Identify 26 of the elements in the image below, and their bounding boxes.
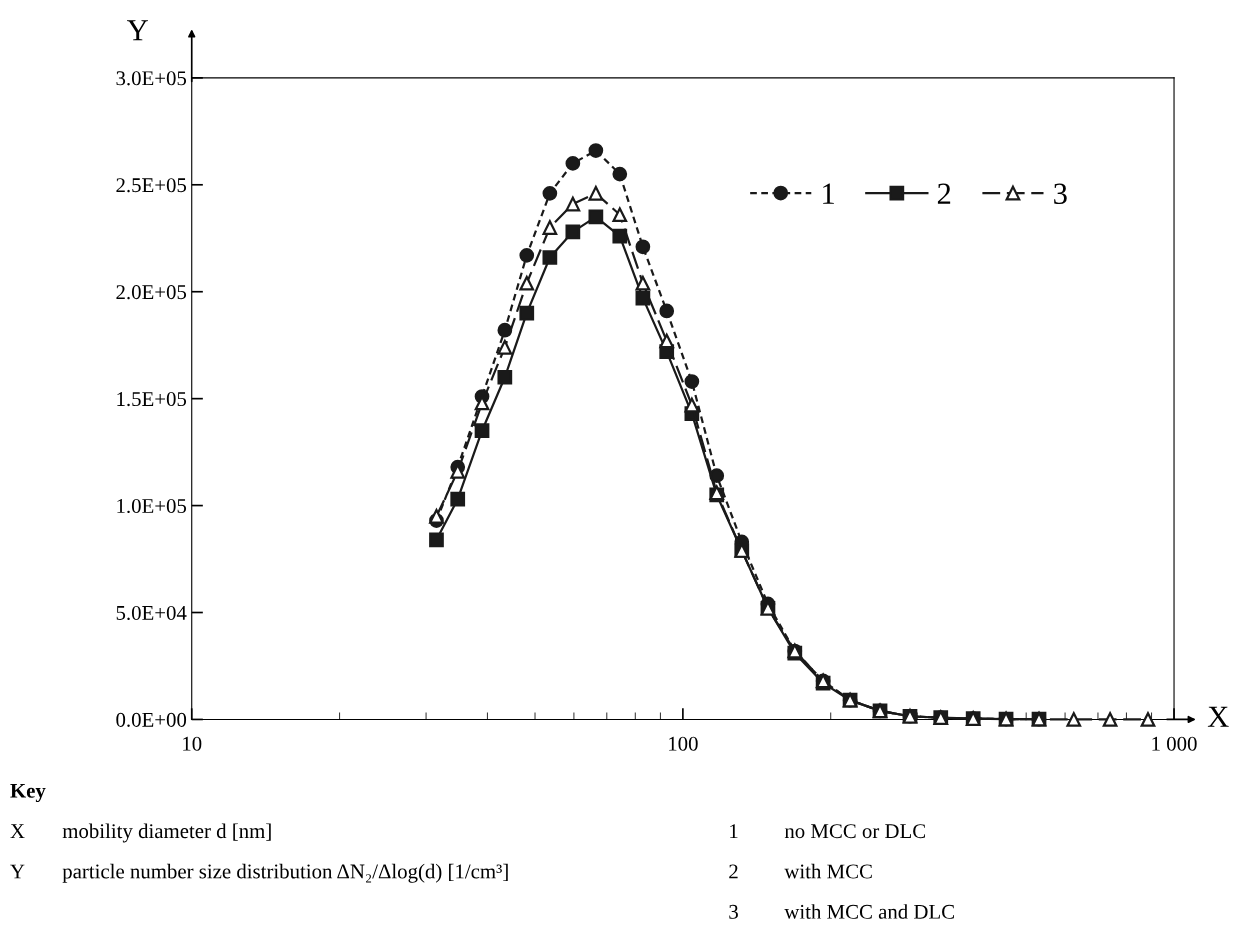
x-tick-label: 1 000 <box>1152 736 1197 751</box>
y-tick-label: 2.0E+05 <box>116 285 187 300</box>
text: Key <box>10 783 46 803</box>
text: 2 <box>729 864 738 879</box>
text: particle number size distribution ΔN₂/Δlog(d) [1/cm³] <box>62 863 508 883</box>
text: no MCC or DLC <box>784 824 925 839</box>
text: Y <box>10 864 25 879</box>
y-tick-label: 5.0E+04 <box>116 605 187 621</box>
x-tick-label: 10 <box>183 736 202 751</box>
y-tick-label: 1.0E+05 <box>117 498 187 514</box>
text: 1 <box>730 824 738 838</box>
legend-label: 1 <box>823 183 834 204</box>
y-tick-label: 0.0E+00 <box>116 712 187 727</box>
text: X <box>10 824 25 838</box>
y-tick-label: 3.0E+05 <box>116 71 187 86</box>
text: mobility diameter d [nm] <box>62 823 271 843</box>
legend-label: 2 <box>937 183 951 204</box>
y-axis-title: Y <box>127 20 148 41</box>
x-tick-label: 100 <box>669 736 698 751</box>
text: with MCC and DLC <box>784 904 954 919</box>
legend-label: 3 <box>1054 183 1067 205</box>
text: 3 <box>729 904 738 919</box>
text: with MCC <box>784 863 872 879</box>
y-tick-label: 2.5E+05 <box>116 178 187 193</box>
y-tick-label: 1.5E+05 <box>117 392 187 407</box>
x-axis-title: X <box>1207 706 1229 727</box>
